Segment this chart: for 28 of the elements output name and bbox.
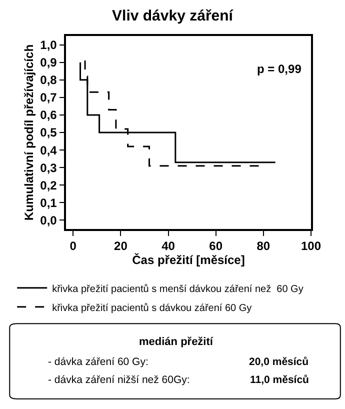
x-tick-label: 20 bbox=[114, 239, 128, 254]
x-tick-label: 80 bbox=[256, 239, 270, 254]
y-tick-label: 0,8 bbox=[40, 73, 58, 88]
chart-title: Vliv dávky záření bbox=[112, 8, 234, 25]
text: - dávka záření nižší než 60Gy: bbox=[48, 374, 190, 386]
y-tick-label: 0,0 bbox=[40, 213, 58, 228]
y-tick-label: 0,9 bbox=[40, 56, 58, 70]
text: - dávka záření 60 Gy: bbox=[48, 356, 148, 368]
y-tick-label: 0,4 bbox=[40, 143, 58, 158]
text: 20,0 měsíců bbox=[249, 356, 309, 368]
x-tick-label: 0 bbox=[70, 239, 77, 254]
legend-label: křivka přežití pacientů s dávkou záření 60 Gy bbox=[52, 302, 252, 314]
text: medián přežití bbox=[139, 336, 214, 348]
annotation: p = 0,99 bbox=[257, 62, 302, 76]
y-tick-label: 0,6 bbox=[40, 108, 58, 122]
y-tick-label: 0,7 bbox=[40, 90, 58, 105]
y-tick-label: 0,5 bbox=[40, 126, 58, 140]
y-axis-title: Kumulativní podíl přežívajících bbox=[22, 44, 36, 221]
y-tick-label: 1,0 bbox=[40, 38, 58, 52]
legend-label: křivka přežití pacientů s menší dávkou záření než 60 Gy bbox=[52, 282, 304, 295]
x-axis-title: Čas přežití [měsíce] bbox=[132, 253, 245, 268]
y-tick-label: 0,2 bbox=[40, 178, 58, 192]
y-tick-label: 0,3 bbox=[40, 160, 58, 175]
y-tick-label: 0,1 bbox=[40, 196, 58, 210]
x-tick-label: 60 bbox=[209, 239, 223, 254]
x-tick-label: 100 bbox=[300, 239, 322, 254]
text: 11,0 měsíců bbox=[250, 374, 309, 386]
x-tick-label: 40 bbox=[162, 239, 176, 254]
